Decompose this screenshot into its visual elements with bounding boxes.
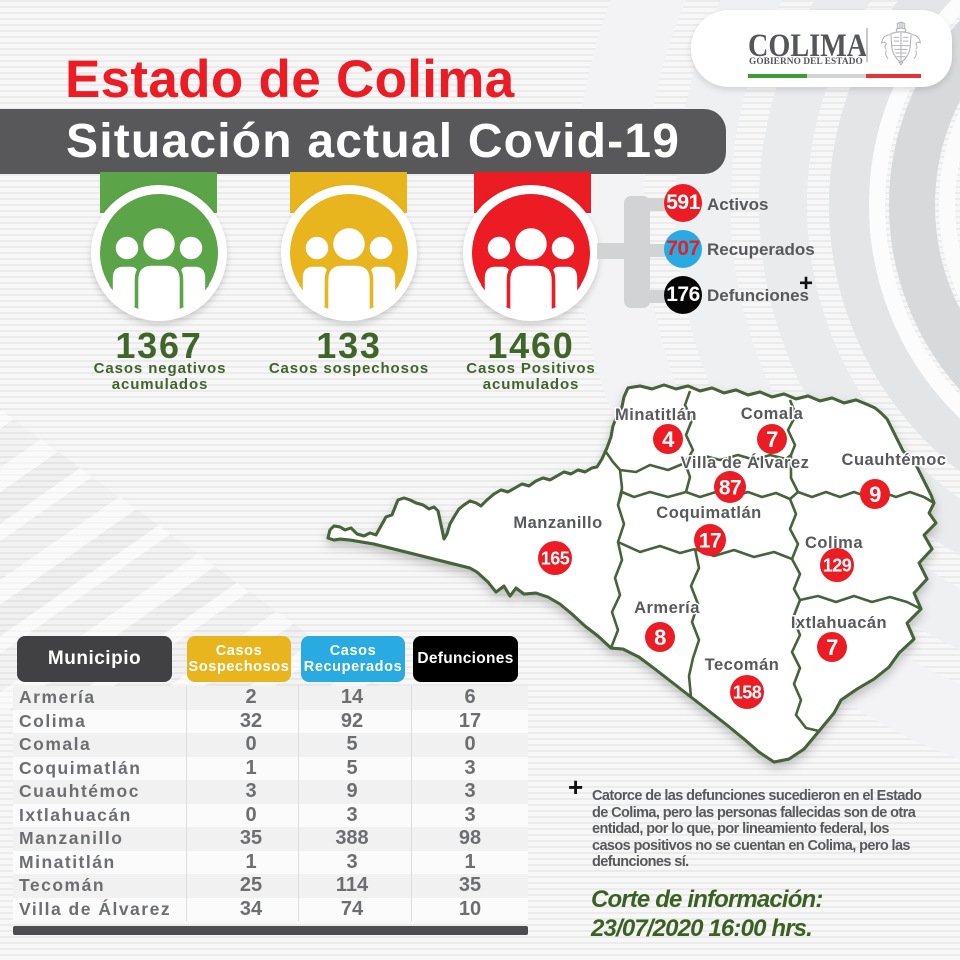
svg-text:7: 7 xyxy=(826,635,838,660)
svg-text:Ixtlahuacán: Ixtlahuacán xyxy=(791,614,887,632)
svg-text:4: 4 xyxy=(662,427,675,452)
svg-text:Minatitlán: Minatitlán xyxy=(615,406,697,424)
svg-text:Villa de Álvarez: Villa de Álvarez xyxy=(681,453,810,472)
svg-text:Armería: Armería xyxy=(634,599,700,617)
svg-text:165: 165 xyxy=(541,548,570,568)
svg-text:17: 17 xyxy=(699,530,721,553)
svg-text:Cuauhtémoc: Cuauhtémoc xyxy=(842,451,947,469)
svg-text:7: 7 xyxy=(766,427,778,452)
svg-text:Colima: Colima xyxy=(805,534,863,552)
svg-text:129: 129 xyxy=(823,555,852,575)
svg-text:158: 158 xyxy=(733,682,762,702)
svg-text:8: 8 xyxy=(654,625,666,650)
svg-text:Coquimatlán: Coquimatlán xyxy=(656,504,761,522)
svg-text:Tecomán: Tecomán xyxy=(705,656,780,674)
svg-text:9: 9 xyxy=(869,482,881,507)
svg-text:87: 87 xyxy=(719,477,741,500)
svg-text:Comala: Comala xyxy=(741,405,804,423)
svg-text:Manzanillo: Manzanillo xyxy=(513,514,602,532)
